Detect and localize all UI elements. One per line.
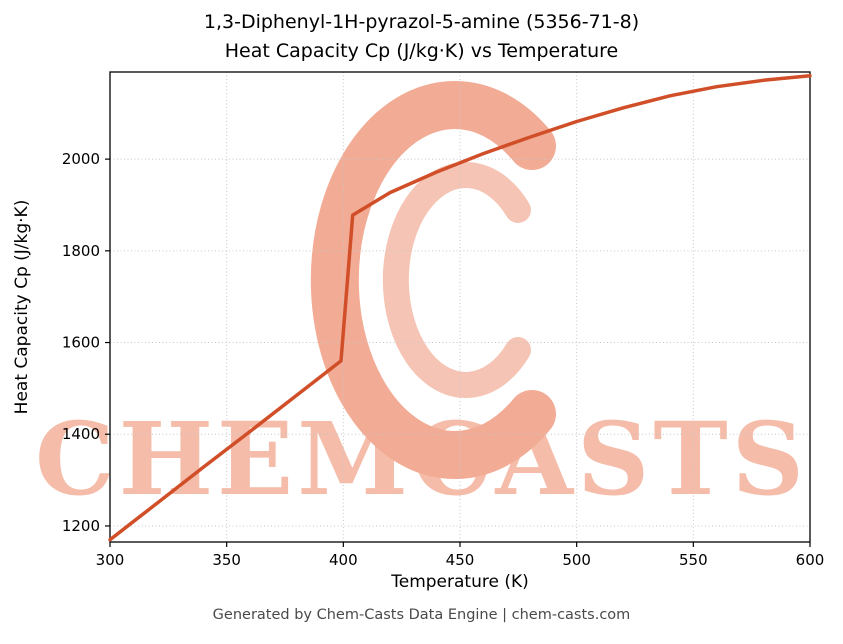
y-tick-label: 1200: [62, 517, 100, 535]
x-tick-label: 300: [96, 551, 125, 569]
y-tick-label: 1800: [62, 242, 100, 260]
x-tick-label: 350: [212, 551, 241, 569]
x-tick-label: 600: [796, 551, 825, 569]
cp-curve: [108, 73, 812, 542]
x-tick-label: 550: [679, 551, 708, 569]
y-tick-label: 1600: [62, 334, 100, 352]
chart-title-line2: Heat Capacity Cp (J/kg·K) vs Temperature: [224, 39, 619, 62]
footer-text: Generated by Chem-Casts Data Engine | ch…: [212, 607, 631, 623]
y-tick-label: 1400: [62, 425, 100, 443]
x-tick-label: 400: [329, 551, 358, 569]
plot-border: [109, 71, 811, 543]
chart-title-line1: 1,3-Diphenyl-1H-pyrazol-5-amine (5356-71…: [203, 11, 640, 33]
x-tick-label: 450: [446, 551, 475, 569]
x-axis-label: Temperature (K): [391, 572, 529, 592]
y-tick-label: 2000: [62, 150, 100, 168]
chart-title: 1,3-Diphenyl-1H-pyrazol-5-amine (5356-71…: [0, 8, 843, 65]
x-tick-label: 500: [562, 551, 591, 569]
y-axis-label: Heat Capacity Cp (J/kg·K): [12, 199, 32, 415]
